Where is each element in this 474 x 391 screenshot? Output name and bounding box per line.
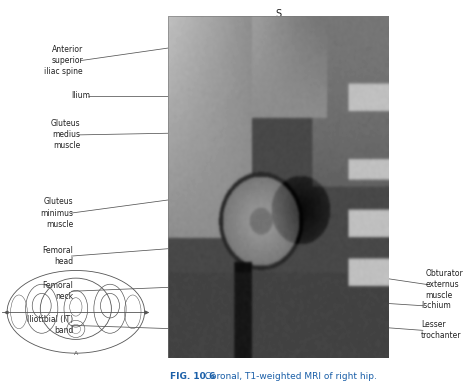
Text: R: R: [170, 187, 177, 197]
Text: FIG. 10.6: FIG. 10.6: [170, 372, 215, 381]
Text: Gluteus
medius
muscle: Gluteus medius muscle: [51, 119, 81, 151]
Text: Femoral
neck: Femoral neck: [43, 281, 73, 301]
Text: I: I: [277, 346, 280, 357]
Text: S: S: [275, 9, 281, 19]
Text: A: A: [74, 351, 78, 356]
Text: L: L: [382, 187, 388, 197]
Text: Ischium: Ischium: [421, 301, 451, 310]
Text: Obturator
externus
muscle: Obturator externus muscle: [426, 269, 464, 300]
Text: Femoral
head: Femoral head: [43, 246, 73, 266]
Bar: [168, 16, 389, 358]
Text: Coronal, T1-weighted MRI of right hip.: Coronal, T1-weighted MRI of right hip.: [199, 372, 377, 381]
Text: Lesser
trochanter: Lesser trochanter: [421, 320, 461, 341]
Text: Ilium: Ilium: [71, 91, 90, 100]
Text: Iliotibial (IT)
band: Iliotibial (IT) band: [27, 315, 73, 335]
Text: Gluteus
minimus
muscle: Gluteus minimus muscle: [40, 197, 73, 229]
Text: Anterior
superior
iliac spine: Anterior superior iliac spine: [45, 45, 83, 76]
